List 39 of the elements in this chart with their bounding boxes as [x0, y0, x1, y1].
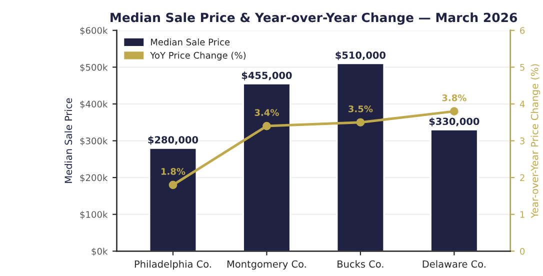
y2-tick-label: 1 — [520, 211, 524, 218]
point — [168, 180, 178, 190]
data-label: $455,000 — [242, 72, 292, 80]
point — [450, 107, 458, 116]
data-label: 3.5% — [348, 105, 373, 112]
y2-tick-label: 6 — [520, 27, 525, 34]
y-tick-label: $100k — [80, 210, 108, 220]
bar — [336, 62, 385, 252]
bar — [242, 83, 291, 252]
y2-tick-label: 2 — [520, 174, 524, 181]
bar — [148, 147, 198, 252]
chart-title: Median Sale Price & Year-over-Year Change — March 2026 — [110, 12, 518, 25]
y-tick-label: $200k — [80, 174, 108, 182]
y-tick-label: $400k — [80, 100, 108, 109]
x-tick-label: Montgomery Co. — [227, 260, 306, 270]
legend-label: YoY Price Change (%) — [150, 52, 246, 60]
y-tick-label: $500k — [80, 64, 108, 72]
y2-tick-label: 5 — [520, 64, 524, 71]
y-tick-label: $0k — [92, 248, 108, 256]
y2-axis-title: Year-over-Year Price Change (%) — [530, 64, 540, 218]
legend-label: Median Sale Price — [151, 38, 230, 46]
y-tick-label: $300k — [80, 137, 108, 146]
data-label: $330,000 — [429, 118, 480, 126]
point — [262, 122, 271, 130]
y2-tick-label: 3 — [520, 137, 524, 144]
x-tick-label: Bucks Co. — [338, 260, 384, 268]
y2-tick-label: 0 — [520, 248, 525, 255]
data-label: $510,000 — [336, 51, 386, 60]
data-label: $280,000 — [148, 136, 198, 145]
x-tick-label: Philadelphia Co. — [134, 260, 211, 270]
y2-tick-label: 4 — [520, 100, 525, 108]
data-label: 3.4% — [254, 109, 279, 116]
data-label: 3.8% — [442, 94, 466, 102]
y-axis-title: Median Sale Price — [64, 98, 72, 183]
point — [356, 118, 365, 127]
y-tick-label: $600k — [80, 26, 108, 36]
bar — [430, 129, 478, 252]
x-tick-label: Delaware Co. — [422, 260, 486, 268]
data-label: 1.8% — [161, 168, 186, 175]
